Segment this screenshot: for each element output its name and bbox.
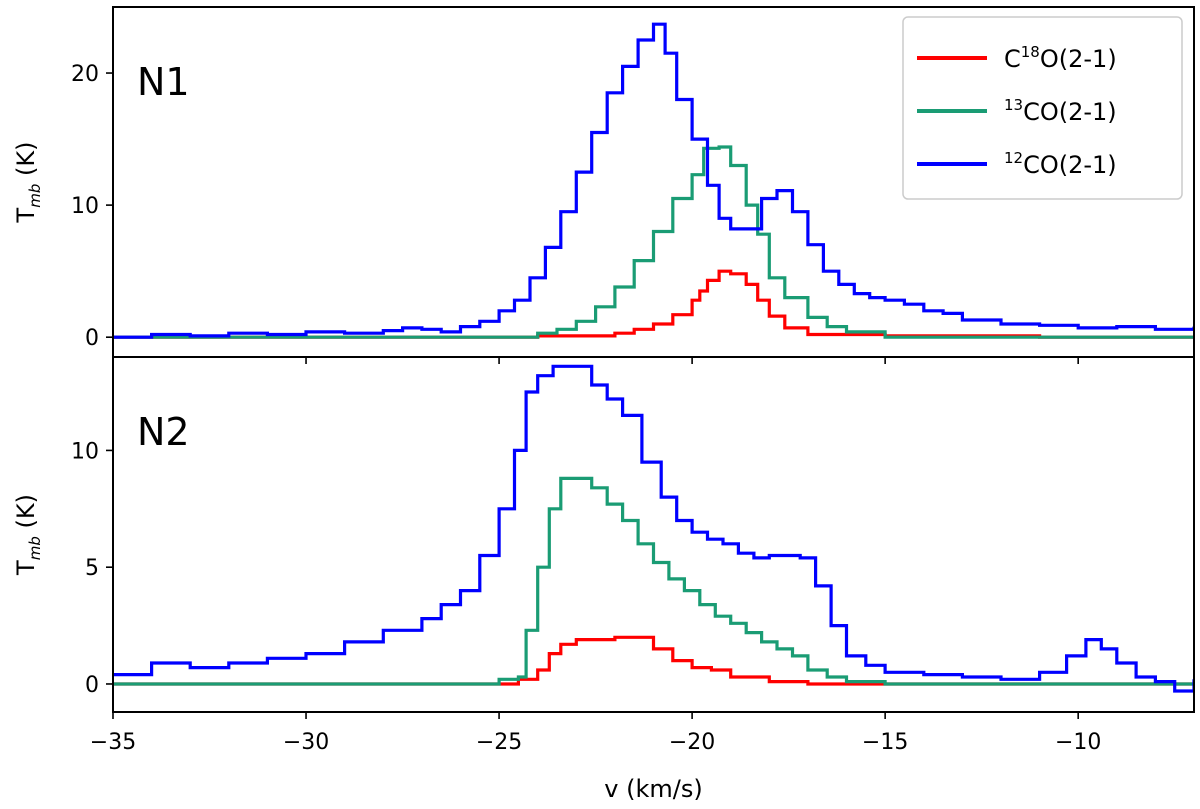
- x-tick-label: −30: [283, 730, 329, 755]
- y-tick-label: 0: [85, 326, 99, 351]
- x-tick-label: −25: [476, 730, 522, 755]
- legend: C18O(2-1) 13CO(2-1) 12CO(2-1): [902, 16, 1183, 200]
- series-line-0: [113, 635, 1194, 686]
- panel-label: N2: [137, 410, 190, 454]
- series-line-0: [113, 269, 1194, 339]
- series-group: [113, 22, 1194, 339]
- legend-entry-label: 12CO(2-1): [1004, 149, 1117, 179]
- x-tick-label: −10: [1055, 730, 1101, 755]
- legend-box: [902, 16, 1183, 200]
- legend-entry-label: 13CO(2-1): [1004, 96, 1117, 126]
- x-tick-label: −35: [90, 730, 136, 755]
- y-tick-label: 10: [71, 439, 99, 464]
- y-tick-label: 10: [71, 194, 99, 219]
- series-line-1: [113, 476, 1194, 686]
- y-axis-label: Tmb (K): [12, 142, 44, 224]
- series-line-2: [113, 22, 1194, 339]
- x-axis-label: v (km/s): [604, 775, 702, 803]
- x-tick-label: −20: [669, 730, 715, 755]
- series-line-1: [113, 145, 1194, 339]
- panel-label: N1: [137, 60, 190, 104]
- panel-n1: 0 10 20 Tmb (K) N1: [12, 6, 1195, 364]
- series-group: [113, 364, 1194, 693]
- y-tick-label: 5: [85, 556, 99, 581]
- y-tick-label: 20: [71, 62, 99, 87]
- series-line-2: [113, 364, 1194, 693]
- panel-n2: 0 5 10 −35 −30 −25 −20 −15 −10 Tmb (K) N2 v (km/s): [12, 356, 1195, 803]
- y-axis-label: Tmb (K): [12, 494, 44, 576]
- plot-frame: [112, 356, 1195, 713]
- legend-entry-label: C18O(2-1): [1004, 43, 1117, 73]
- y-tick-label: 0: [85, 673, 99, 698]
- x-tick-label: −15: [862, 730, 908, 755]
